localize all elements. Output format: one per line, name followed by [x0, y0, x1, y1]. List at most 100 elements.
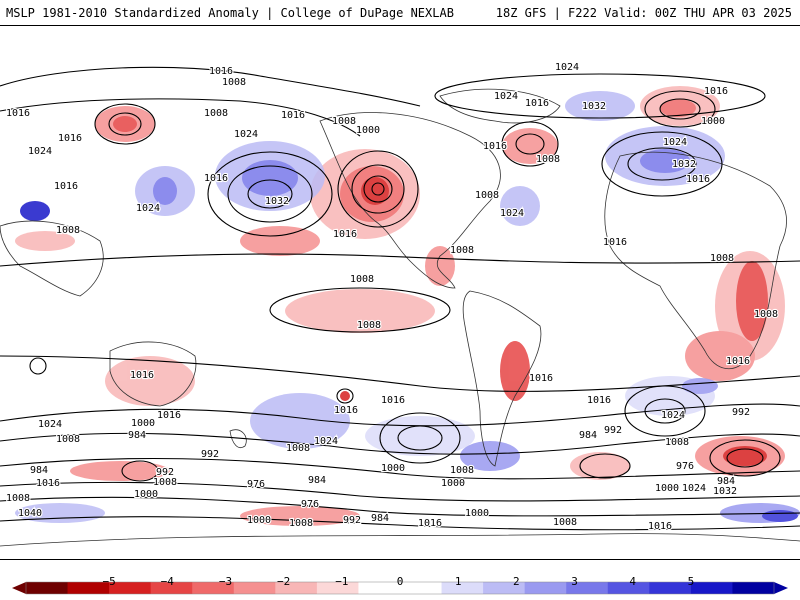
isobar-label: 992 — [732, 407, 750, 418]
isobar-label: 992 — [604, 425, 622, 436]
isobar-label: 1024 — [663, 137, 687, 148]
isobar-label: 984 — [371, 513, 389, 524]
isobar-label: 1040 — [18, 508, 42, 519]
isobar-label: 1016 — [36, 478, 60, 489]
colorbar-swatch — [400, 582, 443, 594]
isobar-label: 1000 — [134, 489, 158, 500]
isobar-label: 992 — [201, 449, 219, 460]
isobar-label: 1000 — [381, 463, 405, 474]
isobar-label: 1024 — [494, 91, 518, 102]
negative-anomaly-regions — [15, 91, 800, 523]
isobar-label: 1008 — [204, 108, 228, 119]
colorbar-tick-label: −3 — [218, 575, 233, 588]
isobar-label: 1016 — [130, 370, 154, 381]
isobar-label: 976 — [301, 499, 319, 510]
isobar-label: 992 — [343, 515, 361, 526]
isobar-label: 1016 — [58, 133, 82, 144]
isobar-label: 1016 — [603, 237, 627, 248]
colorbar — [12, 581, 788, 595]
isobar-label: 984 — [717, 476, 735, 487]
isobar-label: 1000 — [441, 478, 465, 489]
isobar-label: 1024 — [555, 62, 579, 73]
isobar-label: 1016 — [686, 174, 710, 185]
isobar-label: 1000 — [655, 483, 679, 494]
isobar-label: 1008 — [710, 253, 734, 264]
colorbar-swatch — [109, 582, 152, 594]
isobar-label: 1016 — [204, 173, 228, 184]
isobar-label: 1000 — [356, 125, 380, 136]
isobar-label: 1008 — [450, 465, 474, 476]
isobar-label: 1008 — [475, 190, 499, 201]
isobar-label: 1008 — [553, 517, 577, 528]
colorbar-swatch — [192, 582, 235, 594]
isobar-label: 1016 — [726, 356, 750, 367]
colorbar-swatch — [483, 582, 526, 594]
isobar-label: 1016 — [333, 229, 357, 240]
colorbar-swatch — [441, 582, 484, 594]
chart-title: MSLP 1981-2010 Standardized Anomaly | Co… — [6, 6, 454, 20]
isobar-label: 1016 — [648, 521, 672, 532]
isobar-label: 1016 — [483, 141, 507, 152]
colorbar-high-extend — [774, 582, 788, 594]
isobar-label: 1032 — [582, 101, 606, 112]
colorbar-swatch — [607, 582, 650, 594]
isobar-label: 1032 — [713, 486, 737, 497]
isobar-label: 1008 — [754, 309, 778, 320]
isobar-label: 1016 — [529, 373, 553, 384]
colorbar-swatch — [524, 582, 567, 594]
isobar-label: 1008 — [289, 518, 313, 529]
isobar-contours — [0, 66, 800, 531]
colorbar-swatch — [67, 582, 110, 594]
isobar-label: 1016 — [209, 66, 233, 77]
isobar-label: 1008 — [56, 434, 80, 445]
isobar-label: 1024 — [682, 483, 706, 494]
colorbar-tick-label: 2 — [513, 575, 520, 588]
isobar-label: 1008 — [450, 245, 474, 256]
isobar-label: 1016 — [381, 395, 405, 406]
isobar-label: 1024 — [314, 436, 338, 447]
positive-anomaly-regions — [15, 86, 785, 526]
isobar-label: 1008 — [56, 225, 80, 236]
colorbar-tick-label: −5 — [102, 575, 116, 588]
isobar-label: 984 — [30, 465, 48, 476]
isobar-label: 1024 — [234, 129, 258, 140]
colorbar-tick-label: 1 — [454, 575, 462, 588]
isobar-label: 1008 — [6, 493, 30, 504]
isobar-label: 1008 — [332, 116, 356, 127]
isobar-label: 984 — [579, 430, 597, 441]
colorbar-tick-label: −1 — [335, 575, 349, 588]
colorbar-swatch — [150, 582, 193, 594]
colorbar-swatch — [358, 582, 401, 594]
colorbar-swatch — [275, 582, 318, 594]
isobar-label: 1008 — [286, 443, 310, 454]
isobar-label: 976 — [676, 461, 694, 472]
colorbar-swatch — [233, 582, 276, 594]
isobar-label: 1016 — [704, 86, 728, 97]
isobar-label: 1016 — [525, 98, 549, 109]
colorbar-swatch — [732, 582, 775, 594]
colorbar-tick-label: 0 — [396, 575, 404, 588]
colorbar-tick-label: 3 — [571, 575, 578, 588]
isobar-label: 1008 — [153, 477, 177, 488]
isobar-label: 1016 — [587, 395, 611, 406]
isobar-label: 1024 — [500, 208, 524, 219]
colorbar-tick-label: 5 — [687, 575, 695, 588]
isobar-label: 976 — [247, 479, 265, 490]
isobar-label: 1016 — [157, 410, 181, 421]
isobar-label: 1016 — [6, 108, 30, 119]
isobar-label: 1008 — [357, 320, 381, 331]
isobar-label: 1024 — [38, 419, 62, 430]
colorbar-swatch — [566, 582, 609, 594]
isobar-label: 984 — [128, 430, 146, 441]
isobar-label: 984 — [308, 475, 326, 486]
isobar-label: 1032 — [672, 159, 696, 170]
map-panel: 1016 1008 1024 1024 1016 1032 1016 1000 1016 1008… — [0, 25, 800, 560]
colorbar-tick-label: −4 — [160, 575, 174, 588]
isobar-label: 1032 — [265, 196, 289, 207]
isobar-label: 1008 — [536, 154, 560, 165]
colorbar-swatch — [690, 582, 733, 594]
isobar-label: 1000 — [701, 116, 725, 127]
isobar-label: 1016 — [418, 518, 442, 529]
